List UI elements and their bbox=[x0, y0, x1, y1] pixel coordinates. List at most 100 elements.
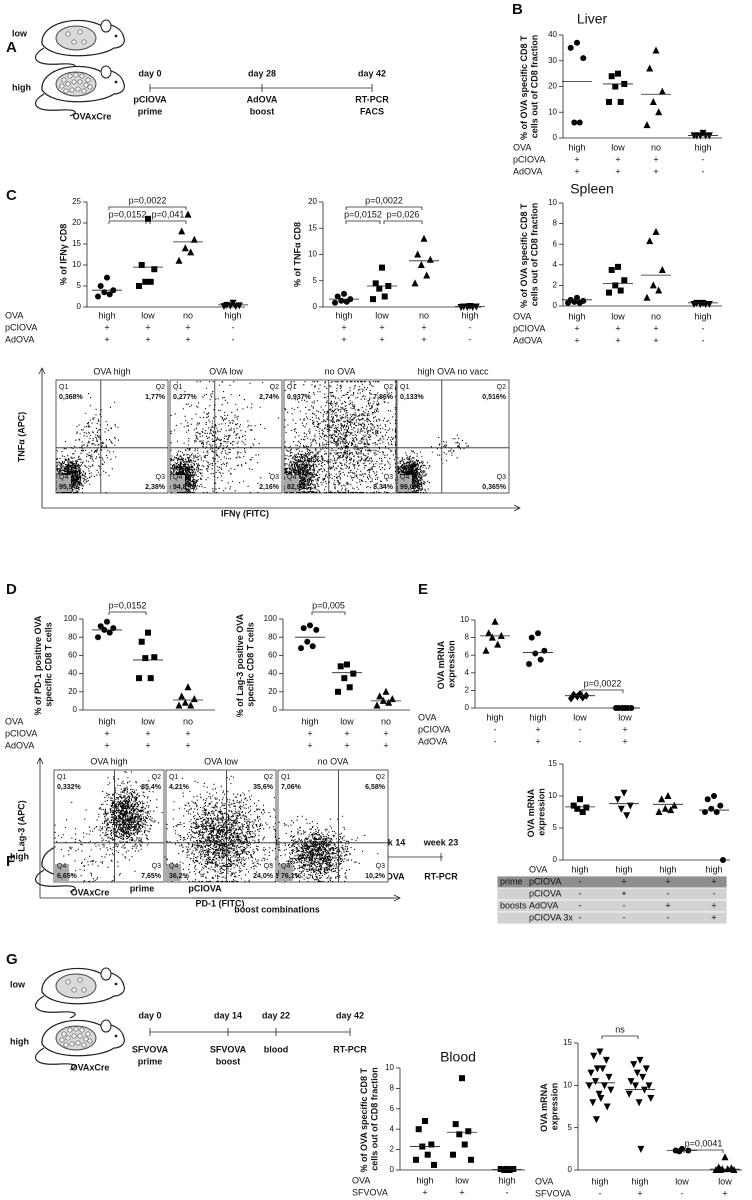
treatment-label: RT-PCR bbox=[355, 94, 389, 104]
condition-value: + bbox=[379, 334, 384, 344]
event-cloud bbox=[54, 771, 163, 882]
group-label: high bbox=[10, 1036, 29, 1046]
condition-value: + bbox=[535, 724, 540, 734]
condition-value: - bbox=[623, 912, 626, 922]
significance-label: p=0,005 bbox=[312, 600, 345, 610]
y-tick-label: 4 bbox=[553, 260, 558, 269]
liver-spot bbox=[81, 88, 87, 94]
data-point bbox=[382, 687, 390, 695]
treatment-label: pCIOVA bbox=[188, 883, 222, 893]
y-tick-label: 10 bbox=[548, 791, 557, 800]
y-tick-label: 20 bbox=[308, 197, 317, 206]
axis-arrow bbox=[36, 757, 401, 902]
mouse-icon bbox=[34, 1019, 125, 1071]
liver-spot bbox=[79, 73, 85, 79]
condition-value: no bbox=[183, 716, 193, 726]
condition-value: + bbox=[344, 728, 349, 738]
y-tick-label: 2 bbox=[390, 1145, 395, 1154]
data-point bbox=[702, 809, 708, 815]
liver-spot bbox=[73, 72, 79, 78]
data-point bbox=[617, 98, 624, 105]
quadrant-name: Q2 bbox=[264, 774, 273, 781]
data-point bbox=[633, 1069, 641, 1077]
significance-label: p=0,0022 bbox=[584, 678, 622, 688]
flow-y-label: TNFα (APC) bbox=[16, 412, 26, 463]
condition-value: high bbox=[461, 310, 478, 320]
condition-group: prime bbox=[500, 876, 523, 886]
data-point bbox=[415, 1126, 422, 1133]
quadrant-value: 0,332% bbox=[57, 784, 82, 791]
liver-spot bbox=[63, 1042, 69, 1048]
condition-value: - bbox=[579, 876, 582, 886]
condition-value: + bbox=[665, 876, 670, 886]
data-point bbox=[676, 1148, 683, 1155]
data-point bbox=[350, 670, 357, 677]
panel-label: C bbox=[6, 187, 17, 204]
data-point bbox=[603, 1103, 611, 1111]
condition-value: - bbox=[702, 335, 705, 345]
quadrant-value: 0,133% bbox=[400, 394, 425, 401]
data-point bbox=[593, 1065, 601, 1073]
condition-label: OVA bbox=[513, 311, 531, 321]
data-point bbox=[187, 248, 195, 256]
data-point bbox=[721, 1153, 729, 1161]
condition-value: - bbox=[579, 912, 582, 922]
y-tick-label: 10 bbox=[385, 1063, 394, 1072]
condition-label: OVA bbox=[352, 1175, 370, 1185]
quadrant-value: 76,1% bbox=[281, 873, 302, 880]
data-point bbox=[142, 655, 149, 662]
condition-value: high bbox=[529, 712, 546, 722]
condition-value: + bbox=[622, 736, 627, 746]
condition-value: + bbox=[653, 154, 658, 164]
y-tick-label: 40 bbox=[268, 669, 277, 678]
quadrant-value: 7,86% bbox=[373, 394, 394, 401]
data-point bbox=[501, 1167, 508, 1173]
data-point bbox=[497, 1165, 504, 1172]
condition-value: + bbox=[383, 740, 388, 750]
quadrant-name: Q4 bbox=[287, 474, 296, 481]
condition-value: - bbox=[579, 724, 582, 734]
condition-value: + bbox=[621, 876, 626, 886]
condition-label: OVA bbox=[5, 716, 23, 726]
y-axis-label: % of OVA specific CD8 T cells out of CD8… bbox=[519, 201, 539, 308]
data-point bbox=[346, 684, 353, 691]
data-point bbox=[184, 210, 192, 218]
data-point bbox=[596, 1048, 604, 1056]
treatment-label: boost bbox=[216, 1056, 241, 1066]
flow-plot-title: OVA low bbox=[204, 756, 238, 766]
data-point bbox=[452, 1121, 459, 1128]
y-tick-label: 40 bbox=[68, 669, 77, 678]
data-point bbox=[423, 271, 431, 279]
condition-label: pCIOVA bbox=[5, 322, 37, 332]
liver-spot bbox=[83, 1036, 89, 1042]
data-point bbox=[574, 692, 581, 701]
data-point bbox=[664, 792, 672, 799]
quadrant-value: 1,77% bbox=[145, 394, 166, 401]
y-tick-label: 10 bbox=[460, 615, 469, 624]
y-tick-label: 20 bbox=[268, 687, 277, 696]
significance-label: p=0,0152 bbox=[109, 209, 147, 219]
quadrant-value: 7,65% bbox=[141, 873, 162, 880]
y-axis-label: % of PD-1 positive OVA specific CD8 T ce… bbox=[33, 613, 53, 715]
condition-value: + bbox=[622, 724, 627, 734]
saturation-box bbox=[55, 864, 69, 881]
data-point bbox=[456, 1131, 463, 1138]
data-point bbox=[388, 695, 396, 703]
data-point bbox=[717, 802, 724, 809]
liver-spot bbox=[77, 1033, 83, 1039]
condition-label: pCIOVA bbox=[513, 323, 545, 333]
saturation-box bbox=[57, 475, 71, 492]
y-axis-label: OVA mRNA expression bbox=[436, 639, 456, 690]
data-point bbox=[181, 244, 189, 252]
quadrant-name: Q4 bbox=[281, 863, 290, 870]
y-tick-label: 4 bbox=[390, 1124, 395, 1133]
data-point bbox=[341, 675, 348, 682]
condition-value: + bbox=[665, 900, 670, 910]
data-point bbox=[645, 1082, 653, 1090]
liver-spot bbox=[65, 31, 71, 37]
quadrant-value: 2,74% bbox=[259, 394, 280, 401]
note: boost combinations bbox=[234, 904, 320, 914]
y-axis-label: OVA mRNA expression bbox=[526, 787, 546, 838]
liver-spot bbox=[59, 83, 65, 89]
condition-value: + bbox=[421, 322, 426, 332]
